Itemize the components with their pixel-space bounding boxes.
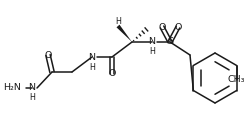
Text: H: H xyxy=(149,47,155,57)
Text: H₂N: H₂N xyxy=(3,83,21,92)
Text: O: O xyxy=(44,51,52,60)
Text: CH₃: CH₃ xyxy=(228,75,246,84)
Text: N: N xyxy=(148,37,156,46)
Text: O: O xyxy=(108,69,116,78)
Text: O: O xyxy=(174,22,182,31)
Text: N: N xyxy=(88,52,96,61)
Text: S: S xyxy=(167,37,173,46)
Text: H: H xyxy=(89,62,95,72)
Text: H: H xyxy=(115,18,121,27)
Text: H: H xyxy=(29,93,35,102)
Text: O: O xyxy=(158,22,166,31)
Polygon shape xyxy=(116,25,132,42)
Text: N: N xyxy=(28,83,35,92)
